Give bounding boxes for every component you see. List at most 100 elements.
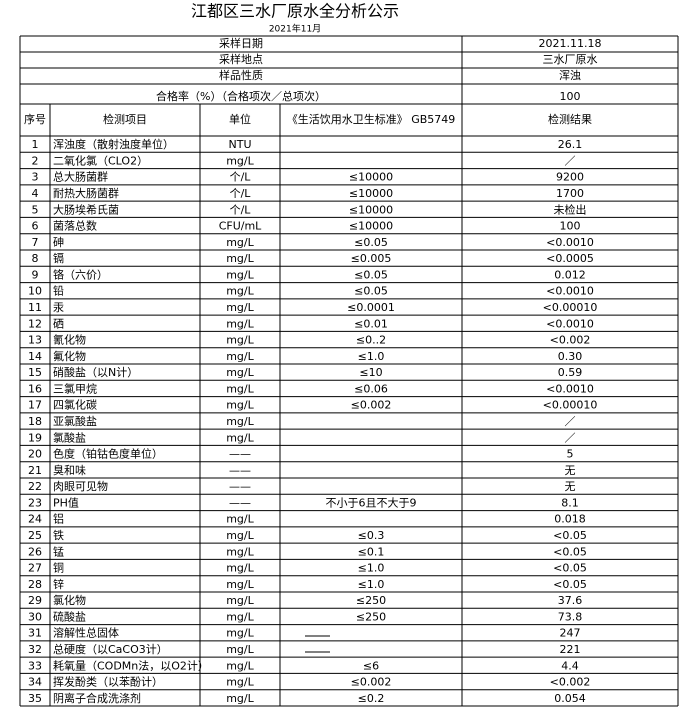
cell: ≤250 [356, 594, 386, 607]
cell: 镉 [53, 251, 64, 265]
cell: 3 [32, 171, 39, 184]
cell: <0.0005 [546, 252, 594, 265]
cell: ≤0.05 [354, 236, 388, 249]
cell: 22 [28, 480, 42, 493]
cell: 个/L [230, 171, 252, 184]
cell: ≤0.002 [351, 676, 392, 689]
cell: ≤0.3 [358, 529, 385, 542]
cell: 未检出 [554, 202, 587, 216]
cell: NTU [229, 138, 252, 151]
cell: —— [229, 464, 251, 477]
info-label: 合格率（%）（合格项次／总项次） [156, 89, 326, 103]
cell: ≤10 [359, 366, 382, 379]
column-header: 检测结果 [548, 112, 592, 126]
cell: 9200 [556, 171, 584, 184]
cell: 总硬度（以CaCO3计） [53, 642, 168, 656]
cell: 硝酸盐（以N计） [53, 365, 138, 379]
cell: 三氯甲烷 [53, 381, 97, 395]
cell: 四氯化碳 [53, 398, 97, 412]
cell: 无 [565, 464, 576, 477]
cell: 个/L [230, 203, 252, 216]
cell: 色度（铂钴色度单位） [53, 447, 163, 461]
cell: mg/L [226, 578, 254, 591]
cell: <0.002 [550, 676, 591, 689]
cell: 7 [32, 236, 39, 249]
cell: ≤1.0 [358, 578, 385, 591]
cell: 11 [28, 301, 42, 314]
cell: ≤0.0001 [347, 301, 395, 314]
cell: <0.0010 [546, 236, 594, 249]
cell: 大肠埃希氏菌 [53, 202, 119, 216]
cell: 34 [28, 676, 42, 689]
cell: 27 [28, 562, 42, 575]
cell: ／ [565, 415, 576, 428]
cell: mg/L [226, 334, 254, 347]
column-header: 单位 [229, 112, 251, 126]
cell: 氯化物 [53, 593, 86, 607]
cell: 总大肠菌群 [53, 170, 108, 184]
cell: 4 [32, 187, 39, 200]
cell: mg/L [226, 513, 254, 526]
info-label: 采样日期 [219, 36, 263, 50]
cell: ／ [565, 431, 576, 444]
cell: 亚氯酸盐 [53, 414, 97, 428]
cell: <0.05 [553, 529, 587, 542]
cell: 29 [28, 594, 42, 607]
cell: 18 [28, 415, 42, 428]
cell: 无 [565, 480, 576, 493]
cell: ≤10000 [349, 171, 393, 184]
cell: 26.1 [558, 138, 583, 151]
cell: 30 [28, 610, 42, 623]
cell: mg/L [226, 301, 254, 314]
cell: 铁 [53, 529, 64, 542]
cell: ≤1.0 [358, 350, 385, 363]
cell: 0.30 [558, 350, 583, 363]
cell: 23 [28, 496, 42, 509]
cell: 12 [28, 317, 42, 330]
cell: 铅 [53, 284, 64, 298]
cell: mg/L [226, 350, 254, 363]
cell: 73.8 [558, 610, 583, 623]
info-label: 采样地点 [219, 52, 263, 66]
cell: ≤0..2 [356, 334, 386, 347]
cell: 9 [32, 268, 39, 281]
cell: 锌 [53, 577, 64, 591]
cell: 17 [28, 399, 42, 412]
cell: 二氧化氯（CLO2） [53, 153, 148, 167]
cell: 阴离子合成洗涤剂 [53, 691, 141, 705]
cell: 0.054 [554, 692, 586, 705]
cell: 31 [28, 627, 42, 640]
cell: 100 [560, 220, 581, 233]
cell: ≤10000 [349, 220, 393, 233]
cell: mg/L [226, 431, 254, 444]
info-value: 三水厂原水 [543, 53, 598, 66]
cell: mg/L [226, 399, 254, 412]
cell: <0.05 [553, 578, 587, 591]
cell: mg/L [226, 692, 254, 705]
cell: 氯酸盐 [53, 430, 86, 444]
cell: ≤0.005 [351, 252, 392, 265]
cell: 26 [28, 545, 42, 558]
cell: mg/L [226, 382, 254, 395]
info-value: 2021.11.18 [539, 37, 602, 50]
cell: <0.0010 [546, 382, 594, 395]
cell: <0.00010 [543, 301, 598, 314]
cell: mg/L [226, 643, 254, 656]
cell: 0.018 [554, 513, 586, 526]
cell: 15 [28, 366, 42, 379]
cell: 33 [28, 659, 42, 672]
cell: mg/L [226, 366, 254, 379]
column-header: 序号 [24, 112, 46, 126]
cell: <0.002 [550, 334, 591, 347]
cell: —— [229, 480, 251, 493]
cell: mg/L [226, 415, 254, 428]
cell: ≤10000 [349, 203, 393, 216]
cell: <0.05 [553, 545, 587, 558]
cell: ≤0.01 [354, 317, 388, 330]
cell: ≤0.05 [354, 285, 388, 298]
cell: 25 [28, 529, 42, 542]
cell: —— [229, 448, 251, 461]
cell: ≤0.05 [354, 268, 388, 281]
cell: ≤250 [356, 610, 386, 623]
